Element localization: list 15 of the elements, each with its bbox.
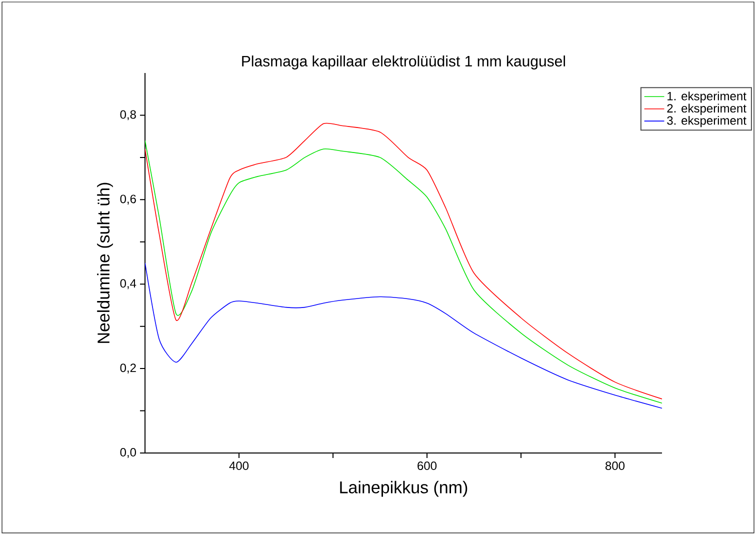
line-series — [145, 262, 662, 409]
chart-title: Plasmaga kapillaar elektrolüüdist 1 mm kaugusel — [242, 55, 565, 70]
legend-label: 3. eksperiment — [667, 116, 746, 128]
legend-label: 1. eksperiment — [668, 92, 746, 103]
y-tick-label: 0,6 — [120, 194, 136, 205]
y-tick-label: 0,2 — [120, 364, 136, 374]
y-tick-label: 0,8 — [120, 110, 136, 120]
legend-label: 2. eksperiment — [667, 104, 746, 115]
y-axis-title: Neeldumine (suht üh) — [97, 182, 113, 343]
x-tick-label: 800 — [606, 462, 625, 470]
y-tick-label: 0,4 — [120, 279, 136, 290]
x-tick-label: 400 — [229, 462, 249, 470]
x-axis-title: Lainepikkus (nm) — [340, 480, 468, 497]
y-tick-label: 0,0 — [120, 448, 136, 458]
x-tick-label: 600 — [418, 462, 437, 470]
